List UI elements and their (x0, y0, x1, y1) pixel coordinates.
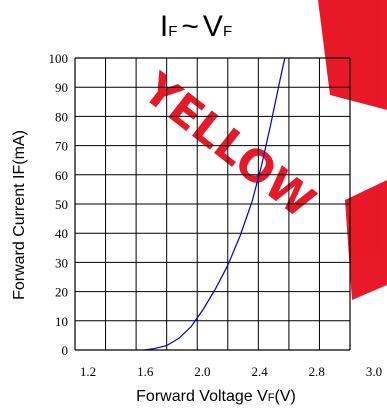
x-tick-label: 2.4 (251, 364, 268, 379)
y-tick-label: 20 (55, 285, 68, 300)
title-i: I (160, 10, 168, 43)
x-axis-label-main: Forward Voltage V (136, 388, 268, 405)
watermark-shape-right (345, 180, 387, 300)
x-tick-labels: 1.2 1.6 2.0 2.4 2.8 3.0 (80, 364, 382, 379)
y-tick-labels: 0 10 20 30 40 50 60 70 80 90 100 (49, 51, 69, 358)
x-axis-label-sub: F (268, 392, 275, 404)
title-v: V (203, 10, 223, 43)
y-axis-label: Forward Current IF(mA) (11, 130, 28, 300)
x-tick-label: 2.8 (309, 364, 325, 379)
chart-title: IF ~ VF (160, 10, 232, 43)
x-tick-label: 1.2 (80, 364, 96, 379)
x-tick-label: 1.6 (137, 364, 154, 379)
title-sub-f1: F (168, 23, 177, 40)
y-tick-label: 70 (55, 139, 68, 154)
x-tick-label: 3.0 (366, 364, 382, 379)
y-tick-label: 0 (62, 343, 69, 358)
chart-grid (74, 57, 351, 351)
y-tick-label: 30 (55, 255, 68, 270)
title-sub-f2: F (223, 23, 232, 40)
watermark: YELLOW (132, 0, 387, 300)
chart-series (143, 58, 286, 350)
x-tick-label: 2.0 (194, 364, 210, 379)
y-tick-label: 80 (55, 109, 68, 124)
x-axis-label-unit: (V) (275, 388, 296, 405)
series-line (143, 58, 286, 350)
y-tick-label: 60 (55, 168, 68, 183)
x-axis-label: Forward Voltage VF(V) (136, 388, 296, 405)
y-tick-label: 100 (49, 51, 69, 66)
y-tick-label: 90 (55, 80, 68, 95)
watermark-shape-top (318, 0, 387, 110)
y-tick-label: 50 (55, 197, 68, 212)
title-tilde: ~ (181, 10, 199, 43)
y-tick-label: 10 (55, 314, 68, 329)
y-tick-label: 40 (55, 226, 68, 241)
